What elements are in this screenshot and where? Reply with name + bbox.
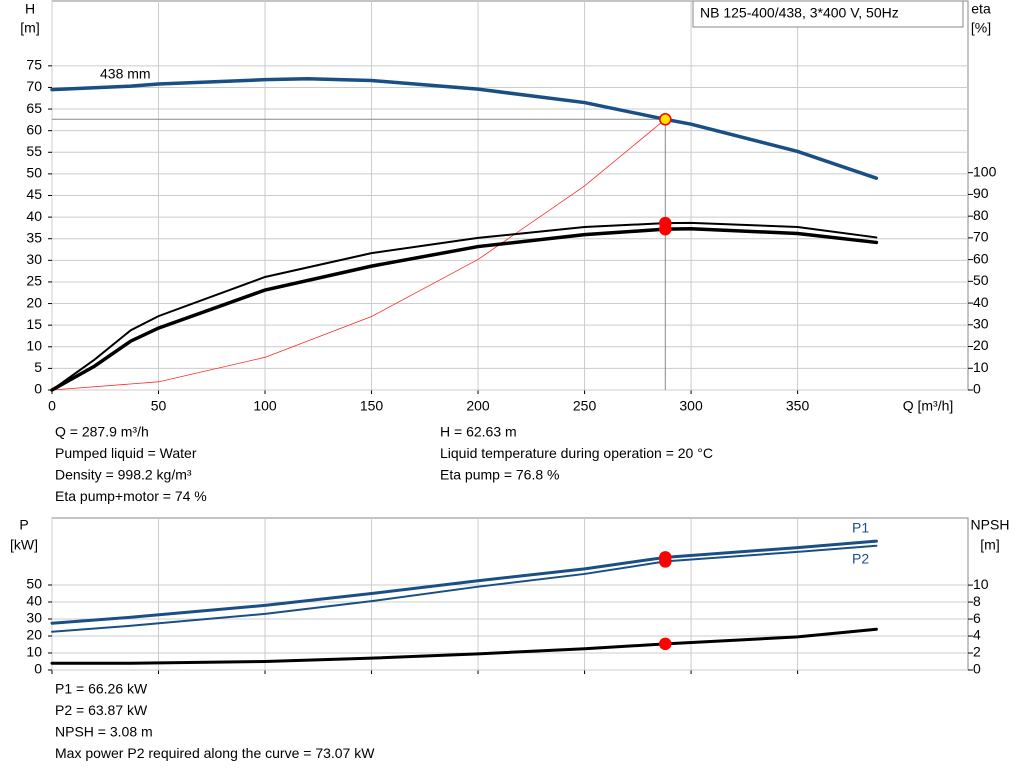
- x-tick-label: 250: [573, 398, 597, 414]
- chart-title: NB 125-400/438, 3*400 V, 50Hz: [700, 5, 899, 21]
- y-tick-label: 70: [26, 78, 42, 94]
- operating-marker: [659, 555, 672, 568]
- readout: Max power P2 required along the curve = …: [55, 745, 375, 761]
- operating-marker: [659, 222, 672, 236]
- y2-tick-label: 6: [973, 610, 981, 626]
- curve-label: P2: [852, 551, 869, 567]
- readout: H = 62.63 m: [440, 424, 517, 440]
- y-tick-label: 55: [26, 143, 42, 159]
- curve-label: 438 mm: [100, 66, 151, 82]
- y-tick-label: 20: [26, 627, 42, 643]
- y-tick-label: 10: [26, 337, 42, 353]
- y-axis-label: P: [19, 517, 28, 533]
- y2-tick-label: 90: [973, 185, 989, 201]
- curve: [51, 544, 878, 633]
- y-axis-label: H: [25, 1, 35, 17]
- y-tick-label: 75: [26, 57, 42, 73]
- curve: [50, 77, 879, 180]
- y-tick-label: 50: [26, 165, 42, 181]
- y2-tick-label: 80: [973, 207, 989, 223]
- curve-label: P1: [852, 520, 869, 536]
- y-axis-unit: [kW]: [10, 537, 38, 553]
- x-tick-label: 50: [151, 398, 167, 414]
- y-axis-unit: [m]: [20, 20, 39, 36]
- curve: [50, 539, 878, 625]
- y-tick-label: 20: [26, 294, 42, 310]
- y-tick-label: 35: [26, 229, 42, 245]
- y2-tick-label: 40: [973, 294, 989, 310]
- y2-axis-label: eta: [971, 1, 991, 17]
- y-tick-label: 10: [26, 644, 42, 660]
- y2-tick-label: 30: [973, 316, 989, 332]
- x-tick-label: 100: [253, 398, 277, 414]
- y2-tick-label: 0: [973, 381, 981, 397]
- curve: [51, 118, 666, 391]
- y-tick-label: 30: [26, 610, 42, 626]
- y2-tick-label: 70: [973, 229, 989, 245]
- operating-marker: [659, 113, 672, 126]
- y2-tick-label: 4: [973, 627, 981, 643]
- y2-axis-unit: [m]: [980, 537, 999, 553]
- y-tick-label: 45: [26, 186, 42, 202]
- readout: NPSH = 3.08 m: [55, 724, 153, 740]
- y-tick-label: 50: [26, 576, 42, 592]
- readout: Eta pump+motor = 74 %: [55, 488, 207, 504]
- y2-axis-unit: [%]: [971, 20, 991, 36]
- y-tick-label: 5: [34, 359, 42, 375]
- readout: Q = 287.9 m³/h: [55, 424, 149, 440]
- y-tick-label: 0: [34, 661, 42, 677]
- y-tick-label: 0: [34, 381, 42, 397]
- y2-tick-label: 20: [973, 337, 989, 353]
- x-tick-label: 150: [360, 398, 384, 414]
- readout: Pumped liquid = Water: [55, 445, 197, 461]
- y2-tick-label: 10: [973, 359, 989, 375]
- x-tick-label: 300: [679, 398, 703, 414]
- y2-tick-label: 10: [973, 576, 989, 592]
- x-tick-label: 350: [786, 398, 810, 414]
- readout: P1 = 66.26 kW: [55, 681, 148, 697]
- curve: [50, 627, 878, 665]
- x-axis-label: Q [m³/h]: [903, 398, 954, 414]
- y-tick-label: 65: [26, 100, 42, 116]
- y2-tick-label: 100: [973, 163, 997, 179]
- x-tick-label: 200: [466, 398, 490, 414]
- y-tick-label: 40: [26, 593, 42, 609]
- y2-axis-label: NPSH: [971, 517, 1010, 533]
- y2-tick-label: 2: [973, 644, 981, 660]
- readout: Liquid temperature during operation = 20…: [440, 445, 713, 461]
- y-tick-label: 25: [26, 273, 42, 289]
- x-tick-label: 0: [48, 398, 56, 414]
- operating-marker: [659, 637, 672, 651]
- curve: [51, 221, 878, 391]
- y-tick-label: 40: [26, 208, 42, 224]
- curve: [50, 226, 879, 392]
- readout: Eta pump = 76.8 %: [440, 467, 559, 483]
- y-tick-label: 60: [26, 121, 42, 137]
- title-box: [692, 0, 964, 28]
- y-tick-label: 15: [26, 316, 42, 332]
- readout: Density = 998.2 kg/m³: [55, 467, 192, 483]
- y2-tick-label: 50: [973, 272, 989, 288]
- readout: P2 = 63.87 kW: [55, 702, 148, 718]
- y2-tick-label: 0: [973, 661, 981, 677]
- y2-tick-label: 60: [973, 250, 989, 266]
- y-tick-label: 30: [26, 251, 42, 267]
- y2-tick-label: 8: [973, 593, 981, 609]
- plot-area: [51, 517, 969, 671]
